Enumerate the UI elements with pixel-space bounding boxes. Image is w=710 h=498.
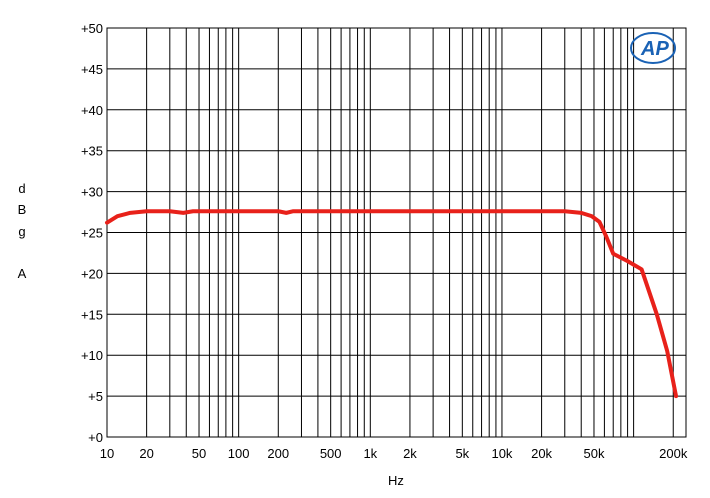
y-tick-label: +25 <box>81 226 103 241</box>
x-tick-label: 20 <box>139 446 153 461</box>
x-tick-label: 50 <box>192 446 206 461</box>
y-tick-label: +20 <box>81 266 103 281</box>
y-tick-label: +15 <box>81 307 103 322</box>
x-tick-label: 100 <box>228 446 250 461</box>
y-tick-label: +10 <box>81 348 103 363</box>
y-tick-label: +50 <box>81 21 103 36</box>
y-axis-label-char: A <box>18 266 27 281</box>
y-axis-label-char: B <box>18 202 27 217</box>
y-tick-label: +40 <box>81 103 103 118</box>
series-layer <box>105 209 679 399</box>
x-tick-label: 50k <box>583 446 604 461</box>
x-tick-label: 2k <box>403 446 417 461</box>
x-axis-label: Hz <box>388 473 404 488</box>
x-tick-label: 1k <box>363 446 377 461</box>
y-axis-label-char: g <box>18 224 25 239</box>
ap-logo: AP <box>630 32 676 64</box>
y-tick-label: +5 <box>88 389 103 404</box>
grid <box>106 27 687 438</box>
y-tick-label: +30 <box>81 185 103 200</box>
series-line <box>105 209 679 399</box>
x-tick-label: 20k <box>531 446 552 461</box>
x-tick-label: 10 <box>100 446 114 461</box>
y-axis-label: dBg A <box>18 181 27 281</box>
x-tick-label: 500 <box>320 446 342 461</box>
x-tick-labels: 10 20 50 100 200 500 1k 2k 5k 10k 20k 50k 200k <box>100 446 688 461</box>
y-axis-label-char: d <box>18 181 25 196</box>
y-tick-label: +45 <box>81 62 103 77</box>
x-tick-label: 200 <box>267 446 289 461</box>
y-tick-label: +0 <box>88 430 103 445</box>
y-tick-labels: +0 +5 +10 +15 +20 +25 +30 +35 +40 +45 +50 <box>81 21 103 445</box>
x-tick-label: 10k <box>491 446 512 461</box>
y-tick-label: +35 <box>81 144 103 159</box>
plot-frame <box>106 27 687 438</box>
ap-logo-ring <box>630 32 676 64</box>
x-tick-label: 200k <box>659 446 688 461</box>
ap-logo-text: AP <box>640 38 669 60</box>
x-tick-label: 5k <box>455 446 469 461</box>
